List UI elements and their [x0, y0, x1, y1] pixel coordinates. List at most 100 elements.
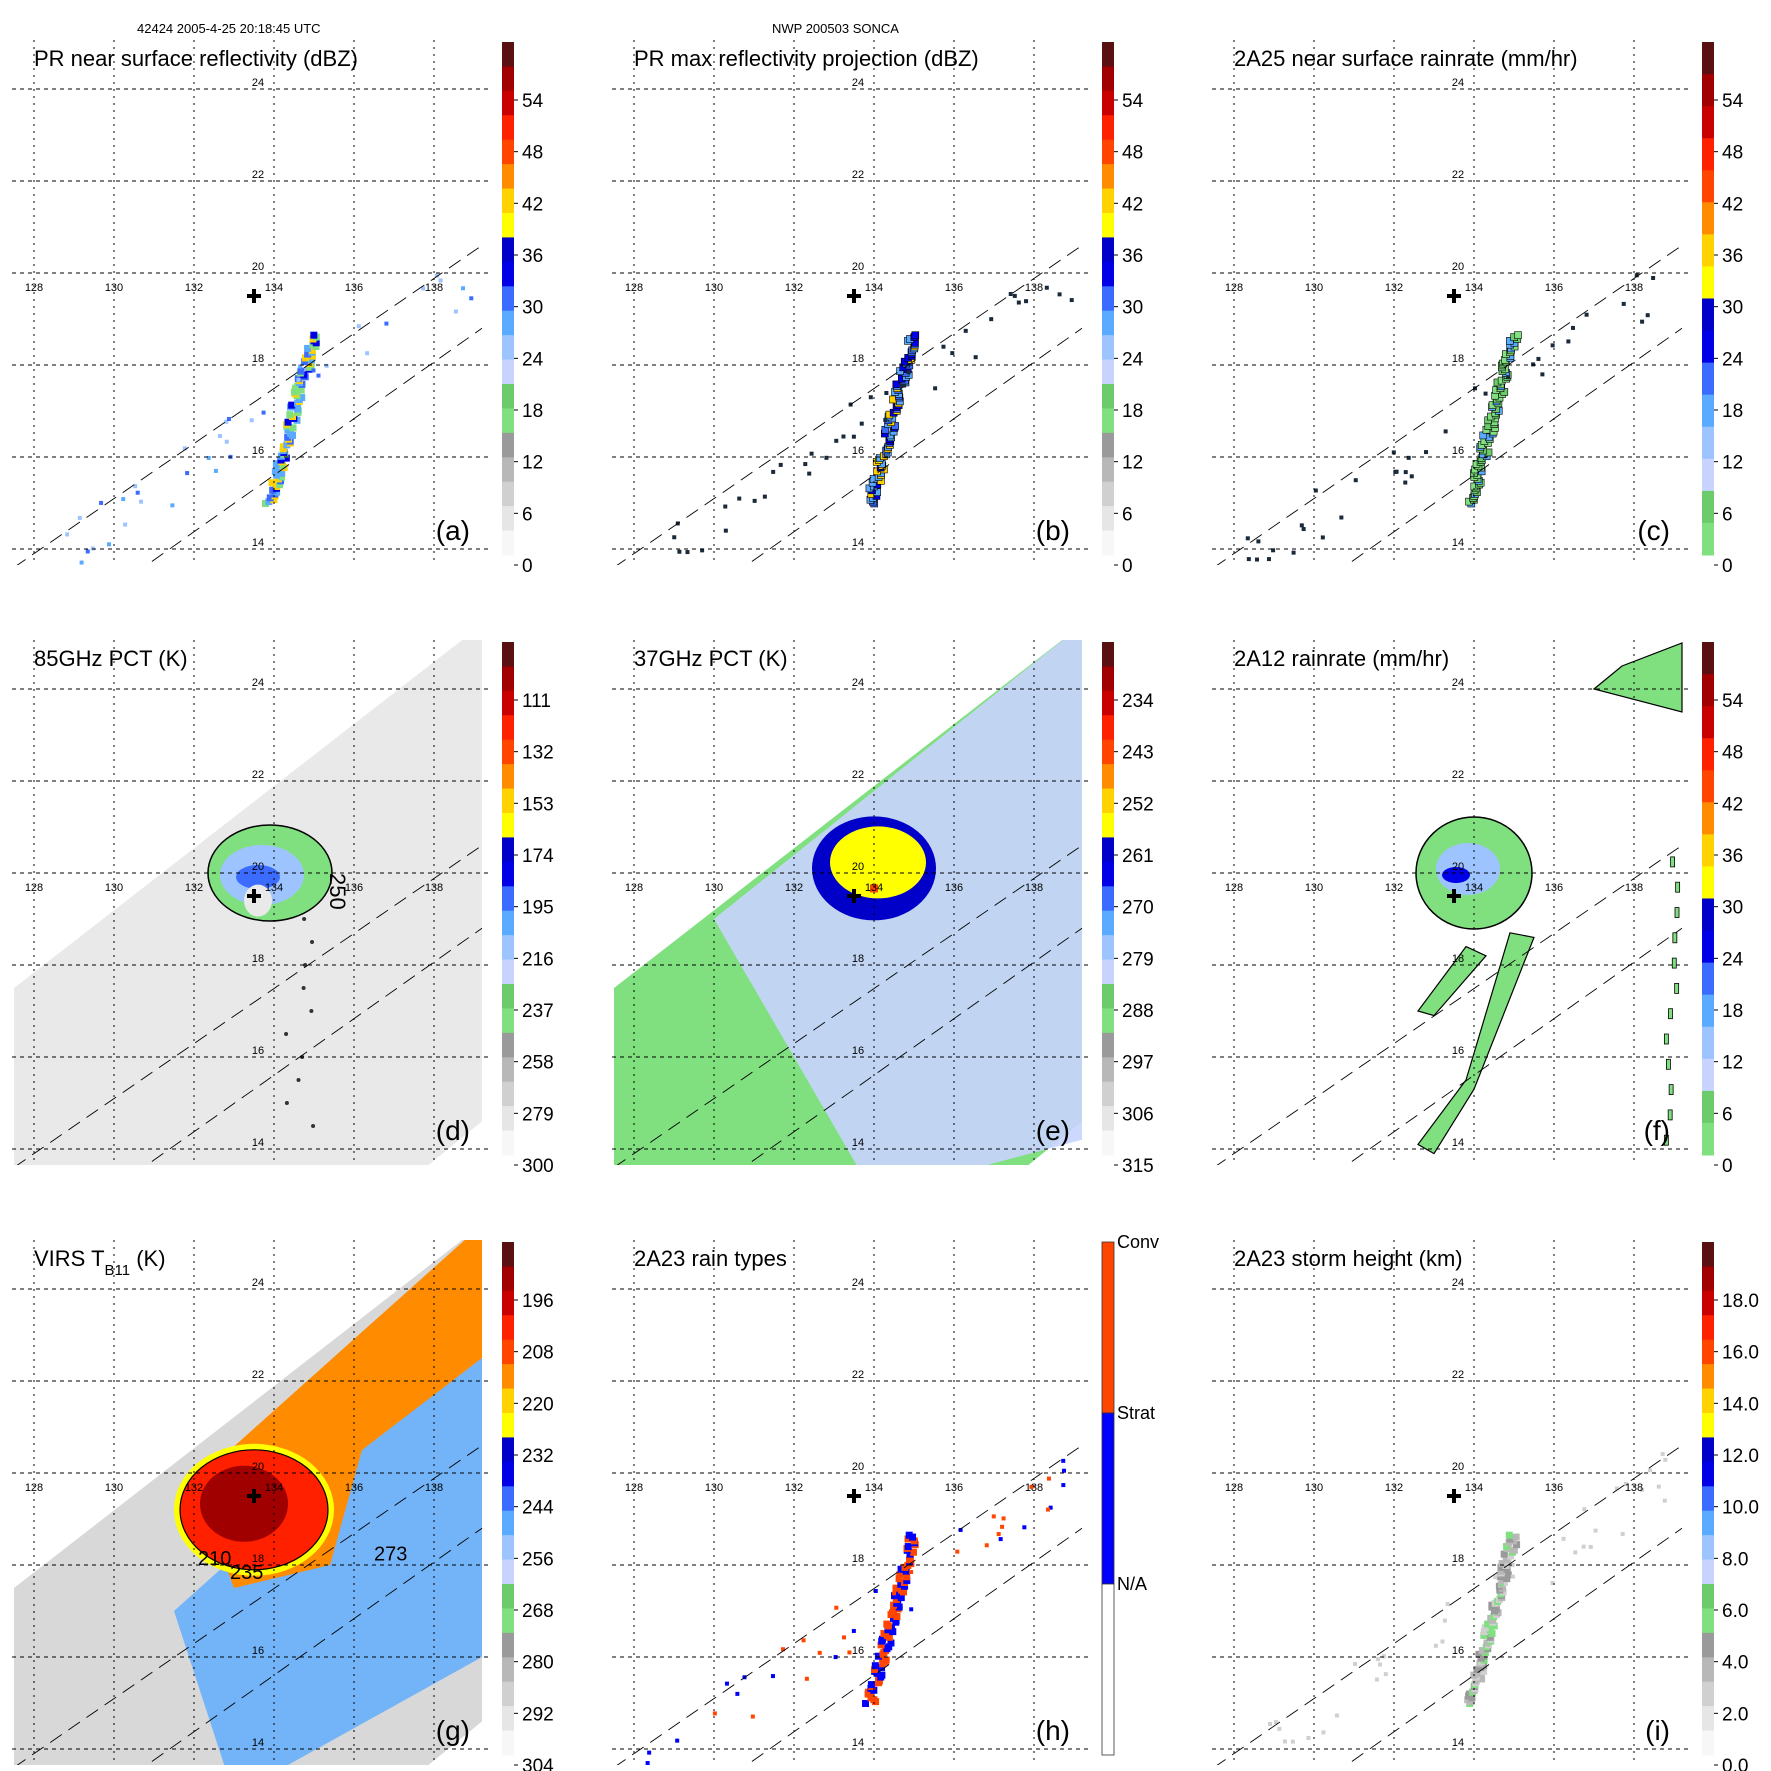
colorbar-segment — [1102, 139, 1114, 165]
data-cell — [1273, 1720, 1278, 1725]
colorbar-tick-label: 292 — [522, 1704, 554, 1725]
data-cell — [1656, 1484, 1661, 1489]
colorbar-segment — [1102, 861, 1114, 887]
lon-tick-label: 136 — [1545, 882, 1563, 894]
colorbar-segment — [502, 139, 514, 165]
lon-tick-label: 138 — [425, 282, 443, 294]
colorbar-tick-label: 0 — [522, 556, 533, 577]
data-cell — [1433, 1643, 1438, 1648]
swath-edge-line — [16, 1445, 483, 1765]
data-cell — [1061, 1458, 1066, 1463]
data-cell — [1550, 343, 1555, 348]
data-cell — [1024, 299, 1029, 304]
data-cell — [135, 490, 140, 495]
data-cell — [1640, 319, 1645, 324]
lat-tick-label: 18 — [852, 1553, 864, 1565]
colorbar-segment — [502, 359, 514, 385]
data-cell — [878, 1664, 886, 1672]
data-cell — [123, 522, 128, 527]
data-cell — [297, 386, 305, 394]
colorbar-tick-label: 12 — [522, 453, 543, 474]
data-cell — [897, 1580, 905, 1588]
lon-tick-label: 132 — [1385, 282, 1403, 294]
colorbar: 18.0 16.0 14.0 12.0 10.0 8.0 6.0 4.0 2.0 0.0 — [1702, 1242, 1759, 1771]
colorbar-segment — [1702, 1681, 1714, 1707]
data-cell — [880, 1630, 888, 1638]
plot-area — [616, 245, 1083, 565]
lat-tick-label: 22 — [252, 169, 264, 181]
colorbar-segment — [1102, 335, 1114, 361]
colorbar-segment — [1102, 739, 1114, 765]
data-cell — [290, 388, 298, 396]
rain-patch — [1668, 1008, 1673, 1020]
data-cell — [1443, 429, 1448, 434]
swath-edge-line — [746, 1527, 1083, 1765]
lon-tick-label: 130 — [105, 882, 123, 894]
data-cell — [1478, 1675, 1486, 1683]
colorbar-segment — [1702, 802, 1714, 835]
plot-area — [616, 1445, 1083, 1765]
lon-tick-label: 132 — [785, 282, 803, 294]
plot-area — [1216, 245, 1683, 565]
colorbar-tick-label: 36 — [1122, 246, 1143, 267]
swath-edge-line — [146, 927, 483, 1165]
data-cell — [903, 1577, 911, 1585]
lon-tick-label: 130 — [705, 1482, 723, 1494]
colorbar-segment — [1102, 237, 1114, 263]
lat-tick-label: 20 — [252, 261, 264, 273]
lon-tick-label: 128 — [25, 282, 43, 294]
data-cell — [277, 456, 285, 464]
data-cell — [712, 1711, 717, 1716]
lat-tick-label: 18 — [852, 353, 864, 365]
lon-tick-label: 130 — [705, 882, 723, 894]
data-cell — [1022, 1525, 1027, 1530]
lat-tick-label: 16 — [252, 1045, 264, 1057]
colorbar-tick-label: Strat — [1117, 1403, 1155, 1423]
lat-tick-label: 18 — [1452, 953, 1464, 965]
swath-edge-line — [616, 245, 1083, 565]
colorbar-tick-label: 16.0 — [1722, 1343, 1759, 1364]
data-cell — [817, 1650, 822, 1655]
data-cell — [1484, 1620, 1492, 1628]
lon-tick-label: 132 — [185, 1482, 203, 1494]
data-cell — [1313, 488, 1318, 493]
data-cell — [213, 468, 218, 473]
colorbar-tick-label: 196 — [522, 1291, 554, 1312]
data-cell — [309, 352, 317, 360]
lat-tick-label: 16 — [1452, 1645, 1464, 1657]
colorbar-segment — [1102, 813, 1114, 838]
data-cell — [868, 395, 873, 400]
data-cell — [1403, 470, 1408, 475]
data-cell — [892, 1591, 897, 1596]
data-cell — [883, 417, 888, 422]
lon-tick-label: 132 — [185, 282, 203, 294]
data-cell — [1403, 480, 1408, 485]
data-cell — [901, 1582, 909, 1590]
data-cell — [770, 1674, 775, 1679]
data-cell — [1513, 1541, 1521, 1549]
data-cell — [950, 351, 955, 356]
colorbar-tick-label: 24 — [1722, 349, 1744, 370]
data-cell — [316, 373, 321, 378]
colorbar-tick-label: 111 — [522, 691, 551, 712]
data-cell — [324, 363, 329, 368]
swath-edge-line — [746, 927, 1083, 1165]
colorbar-tick-label: 42 — [522, 194, 543, 215]
data-cell — [1497, 1567, 1505, 1575]
data-cell — [834, 438, 839, 443]
data-cell — [750, 1714, 755, 1719]
data-cell — [301, 354, 309, 362]
colorbar-segment — [502, 1057, 514, 1083]
lon-tick-label: 130 — [705, 282, 723, 294]
colorbar-tick-label: 48 — [1722, 143, 1743, 164]
panel-title: 2A23 storm height (km) — [1234, 1246, 1463, 1271]
data-cell — [1540, 372, 1545, 377]
colorbar-tick-label: 24 — [522, 349, 544, 370]
colorbar-tick-label: 12 — [1722, 453, 1743, 474]
colorbar-segment — [1702, 1388, 1714, 1414]
colorbar-tick-label: 300 — [522, 1156, 554, 1177]
data-cell — [904, 1535, 912, 1543]
rainband — [1417, 932, 1535, 1155]
colorbar-segment-na — [1101, 1583, 1115, 1756]
